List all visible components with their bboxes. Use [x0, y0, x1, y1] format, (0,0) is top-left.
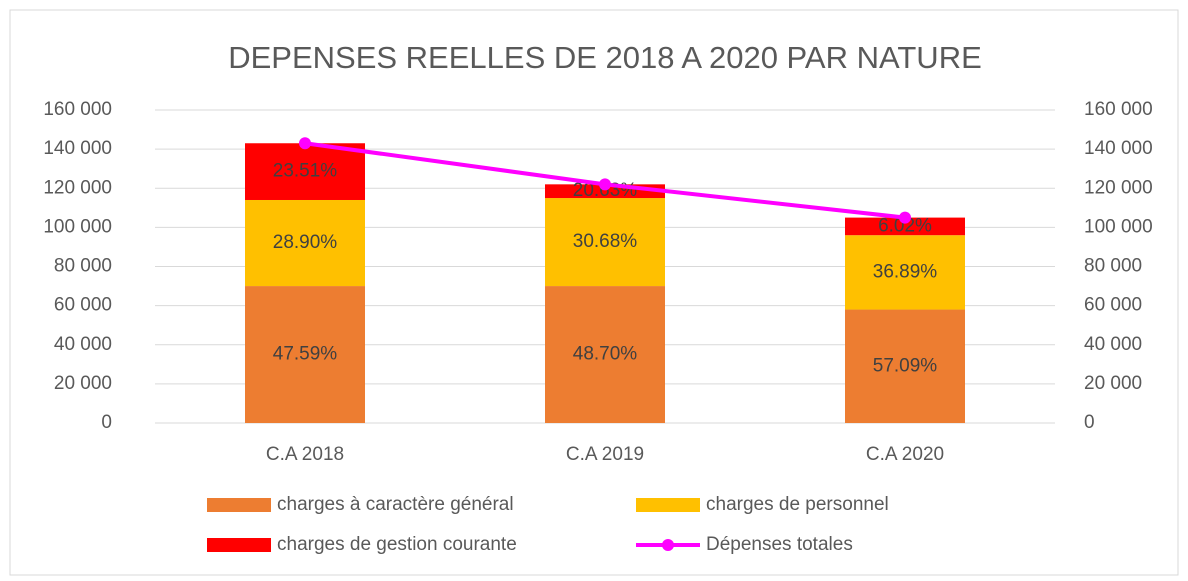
bar-segment [845, 217, 965, 236]
bar-segment [845, 309, 965, 423]
legend-swatch [207, 498, 271, 512]
legend-swatch [636, 498, 700, 512]
y-tick-label: 40 000 [54, 334, 112, 355]
data-label: 36.89% [873, 261, 938, 282]
y2-tick-label: 120 000 [1084, 177, 1153, 198]
bar-segment [545, 286, 665, 423]
y2-tick-label: 80 000 [1084, 256, 1142, 277]
bar-segment [245, 286, 365, 423]
y-tick-label: 160 000 [43, 99, 112, 120]
y2-tick-label: 0 [1084, 412, 1095, 433]
y-tick-label: 0 [101, 412, 112, 433]
data-label: 28.90% [273, 232, 338, 253]
data-label: 6.02% [878, 215, 932, 236]
legend-label: charges de gestion courante [277, 534, 517, 555]
y-tick-label: 120 000 [43, 177, 112, 198]
data-label: 57.09% [873, 355, 938, 376]
y-tick-label: 140 000 [43, 138, 112, 159]
legend-label: charges de personnel [706, 494, 889, 515]
data-label: 23.51% [273, 161, 338, 182]
data-label: 48.70% [573, 344, 638, 365]
y2-tick-label: 160 000 [1084, 99, 1153, 120]
y-tick-label: 60 000 [54, 295, 112, 316]
x-tick-label: C.A 2020 [866, 444, 944, 465]
line-marker [899, 211, 911, 224]
line-marker [299, 137, 311, 150]
y-tick-label: 80 000 [54, 256, 112, 277]
data-label: 47.59% [273, 344, 338, 365]
legend-marker [662, 539, 674, 551]
y-tick-label: 20 000 [54, 373, 112, 394]
y2-tick-label: 60 000 [1084, 295, 1142, 316]
legend-swatch [207, 538, 271, 552]
data-label: 30.68% [573, 231, 638, 252]
line-marker [599, 178, 611, 191]
x-tick-label: C.A 2019 [566, 444, 644, 465]
legend-label: charges à caractère général [277, 494, 514, 515]
x-tick-label: C.A 2018 [266, 444, 344, 465]
y-tick-label: 100 000 [43, 216, 112, 237]
legend-label: Dépenses totales [706, 534, 853, 555]
bar-segment [845, 235, 965, 310]
y2-tick-label: 100 000 [1084, 216, 1153, 237]
bar-segment [545, 198, 665, 287]
bar-segment [245, 199, 365, 287]
chart-title: DEPENSES REELLES DE 2018 A 2020 PAR NATU… [228, 40, 982, 75]
bar-segment [245, 143, 365, 200]
y2-tick-label: 40 000 [1084, 334, 1142, 355]
y2-tick-label: 20 000 [1084, 373, 1142, 394]
y2-tick-label: 140 000 [1084, 138, 1153, 159]
